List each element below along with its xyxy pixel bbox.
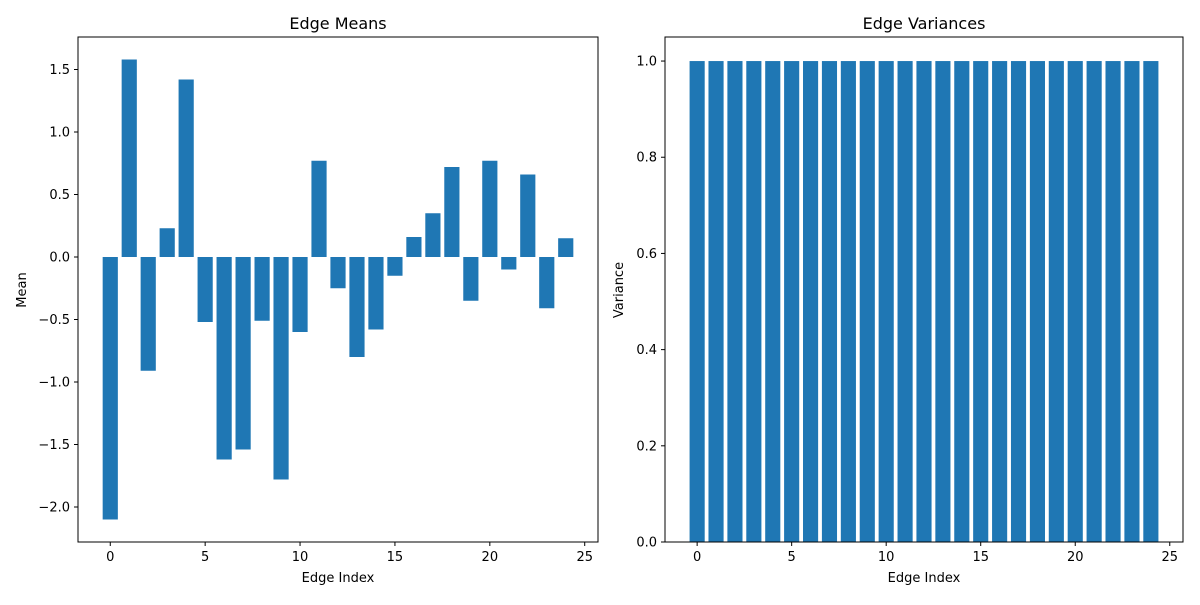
x-axis-label: Edge Index xyxy=(888,571,961,586)
bar xyxy=(689,61,705,543)
bar xyxy=(254,257,270,321)
bar-group xyxy=(689,61,1159,543)
y-tick-label: −1.0 xyxy=(38,376,70,391)
edge-means-panel: Edge Means Edge Index Mean 0 5 10 15 20 25 −2… xyxy=(15,14,599,586)
bar xyxy=(803,61,819,543)
bar xyxy=(482,160,498,257)
bar xyxy=(558,238,574,257)
x-tick-label: 10 xyxy=(292,550,309,565)
y-axis-label: Mean xyxy=(15,272,30,307)
bar xyxy=(1105,61,1121,543)
bar xyxy=(821,61,838,543)
bar xyxy=(1143,61,1159,543)
chart-title: Edge Means xyxy=(289,14,386,33)
bar xyxy=(765,61,781,543)
bar xyxy=(1124,61,1140,543)
bar xyxy=(539,257,555,309)
x-tick-label: 10 xyxy=(878,550,895,565)
y-tick-label: 1.0 xyxy=(49,126,70,141)
y-tick-label: 0.4 xyxy=(636,343,657,358)
bar xyxy=(444,167,460,257)
y-tick-label: 1.0 xyxy=(636,55,657,70)
bar xyxy=(330,257,346,289)
y-axis-ticks: −2.0 −1.5 −1.0 −0.5 0.0 0.5 1.0 1.5 xyxy=(38,63,78,516)
bar xyxy=(859,61,875,543)
bar xyxy=(349,257,365,357)
bar xyxy=(140,257,156,371)
bar xyxy=(102,257,118,520)
bar xyxy=(197,257,213,322)
y-tick-label: 0.5 xyxy=(49,188,70,203)
x-tick-label: 5 xyxy=(788,550,796,565)
bar xyxy=(463,257,479,301)
x-tick-label: 0 xyxy=(693,550,701,565)
bar xyxy=(840,61,856,543)
bar xyxy=(121,59,137,257)
y-tick-label: 1.5 xyxy=(49,63,70,78)
bar xyxy=(178,79,194,257)
y-tick-label: 0.0 xyxy=(636,536,657,551)
bar xyxy=(784,61,800,543)
bar xyxy=(235,257,251,450)
bar xyxy=(1010,61,1027,543)
bar xyxy=(708,61,724,543)
bar xyxy=(425,213,441,257)
bar xyxy=(1048,61,1064,543)
y-tick-label: −1.5 xyxy=(38,438,70,453)
bar xyxy=(897,61,913,543)
x-axis-ticks: 0 5 10 15 20 25 xyxy=(693,542,1178,565)
x-tick-label: 15 xyxy=(387,550,404,565)
bar xyxy=(878,61,894,543)
x-axis-ticks: 0 5 10 15 20 25 xyxy=(106,542,593,565)
plot-frame xyxy=(664,36,1184,543)
y-axis-ticks: 0.0 0.2 0.4 0.6 0.8 1.0 xyxy=(636,55,665,551)
bar xyxy=(935,61,951,543)
x-tick-label: 25 xyxy=(576,550,593,565)
x-tick-label: 20 xyxy=(482,550,499,565)
bar xyxy=(406,237,422,257)
x-tick-label: 20 xyxy=(1067,550,1084,565)
y-tick-label: 0.6 xyxy=(636,247,657,262)
bar-group xyxy=(102,59,574,520)
y-axis-label: Variance xyxy=(612,262,627,318)
bar xyxy=(973,61,989,543)
bar xyxy=(727,61,743,543)
y-tick-label: 0.8 xyxy=(636,151,657,166)
chart-title: Edge Variances xyxy=(863,14,986,33)
y-tick-label: −2.0 xyxy=(38,501,70,516)
bar xyxy=(292,257,308,332)
bar xyxy=(216,257,232,460)
bar xyxy=(387,257,403,276)
bar xyxy=(311,160,327,257)
x-tick-label: 5 xyxy=(201,550,209,565)
bar xyxy=(501,257,517,270)
plot-frame xyxy=(77,36,599,543)
x-tick-label: 0 xyxy=(106,550,114,565)
x-tick-label: 25 xyxy=(1161,550,1178,565)
bar xyxy=(159,228,175,257)
bar xyxy=(954,61,970,543)
x-axis-label: Edge Index xyxy=(302,571,375,586)
bar xyxy=(992,61,1008,543)
bar xyxy=(1067,61,1083,543)
y-tick-label: 0.0 xyxy=(49,251,70,266)
x-tick-label: 15 xyxy=(972,550,989,565)
y-tick-label: 0.2 xyxy=(636,439,657,454)
bar xyxy=(916,61,932,543)
bar xyxy=(273,257,289,480)
bar xyxy=(746,61,762,543)
edge-variances-panel: Edge Variances Edge Index Variance 0 5 10 1… xyxy=(612,14,1184,586)
y-tick-label: −0.5 xyxy=(38,313,70,328)
bar xyxy=(368,257,384,330)
bar xyxy=(520,174,536,257)
bar xyxy=(1086,61,1102,543)
bar xyxy=(1029,61,1045,543)
